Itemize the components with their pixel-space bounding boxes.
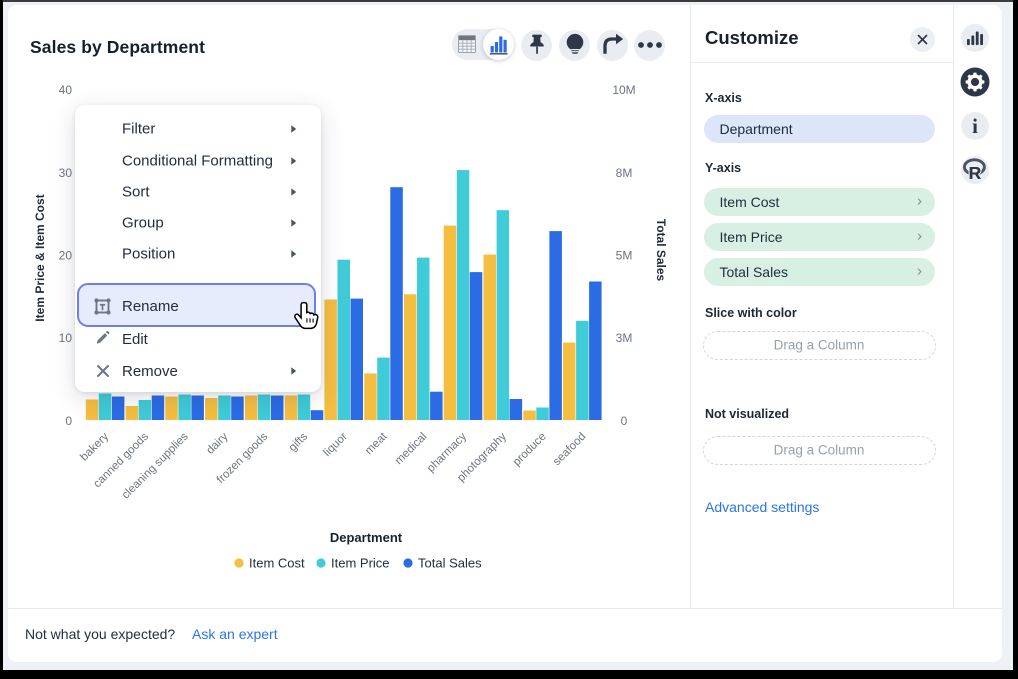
svg-text:Total Sales: Total Sales bbox=[654, 219, 668, 282]
svg-text:10: 10 bbox=[59, 331, 73, 345]
svg-text:0: 0 bbox=[65, 414, 72, 428]
svg-text:10M: 10M bbox=[612, 83, 635, 97]
svg-text:dairy: dairy bbox=[204, 430, 230, 456]
svg-text:5M: 5M bbox=[616, 249, 633, 263]
svg-text:bakery: bakery bbox=[78, 430, 111, 463]
svg-text:8M: 8M bbox=[616, 166, 633, 180]
svg-text:seafood: seafood bbox=[551, 431, 588, 468]
svg-text:Item Price: Item Price bbox=[331, 556, 390, 571]
svg-text:liquor: liquor bbox=[321, 431, 349, 459]
svg-text:Item Price & Item Cost: Item Price & Item Cost bbox=[33, 194, 47, 321]
svg-text:cleaning supplies: cleaning supplies bbox=[120, 430, 191, 501]
svg-text:40: 40 bbox=[59, 83, 73, 97]
svg-text:Item Cost: Item Cost bbox=[249, 556, 305, 571]
svg-text:medical: medical bbox=[393, 431, 430, 468]
svg-text:i: i bbox=[972, 114, 978, 138]
svg-text:Department: Department bbox=[330, 530, 403, 545]
svg-text:R: R bbox=[969, 163, 982, 183]
svg-text:0: 0 bbox=[621, 414, 628, 428]
svg-text:meat: meat bbox=[363, 430, 390, 457]
svg-text:produce: produce bbox=[511, 431, 549, 469]
svg-text:30: 30 bbox=[59, 166, 73, 180]
svg-text:gifts: gifts bbox=[287, 430, 311, 454]
svg-text:20: 20 bbox=[59, 249, 73, 263]
svg-text:Total Sales: Total Sales bbox=[418, 556, 482, 571]
svg-text:3M: 3M bbox=[616, 331, 633, 345]
svg-text:R: R bbox=[969, 163, 982, 183]
